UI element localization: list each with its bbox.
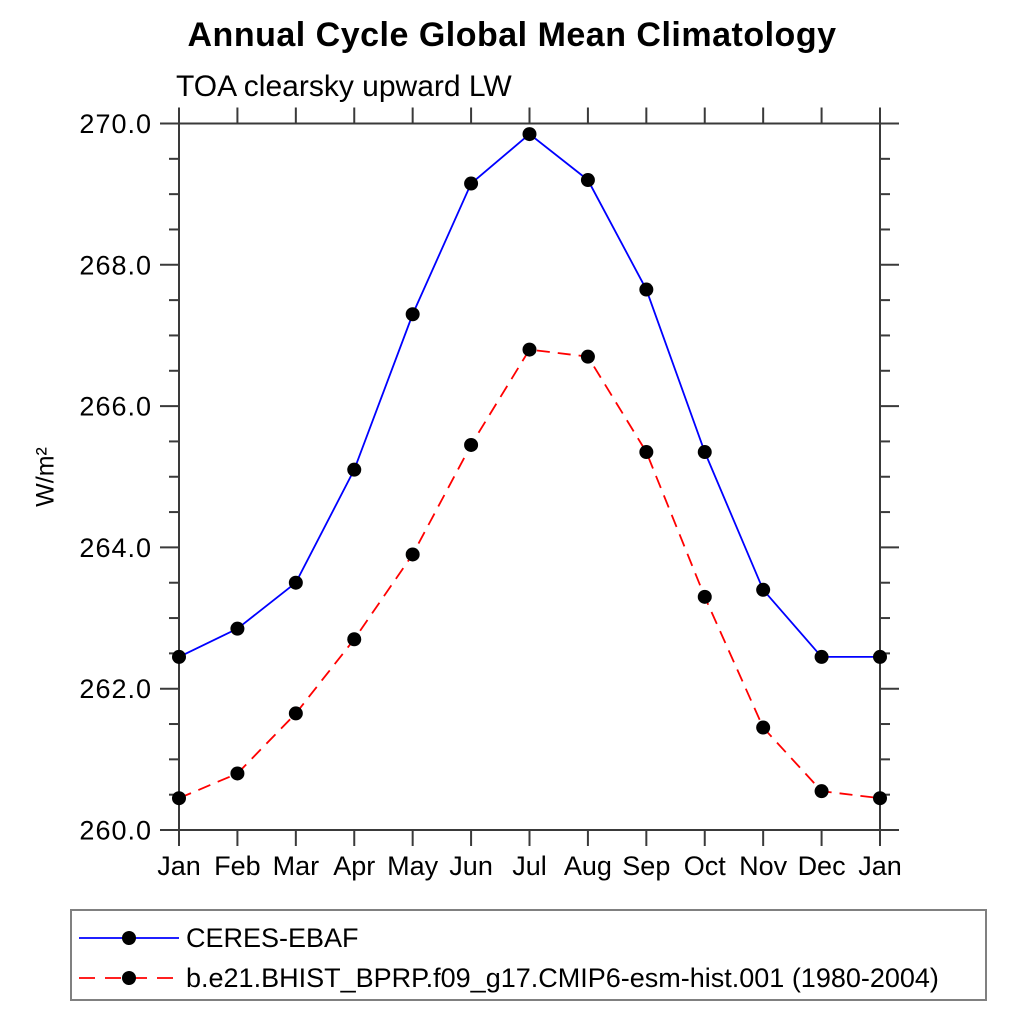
data-point-marker — [347, 632, 362, 647]
data-point-marker — [873, 649, 887, 664]
data-point-marker — [405, 547, 420, 562]
x-tick-label: Jun — [449, 851, 493, 881]
data-point-marker — [230, 766, 245, 781]
data-point-marker — [580, 173, 595, 188]
data-point-marker — [756, 582, 771, 597]
data-point-marker — [697, 445, 712, 460]
y-tick-label: 268.0 — [79, 250, 152, 280]
data-point-marker — [172, 649, 186, 664]
data-point-marker — [873, 791, 887, 806]
legend-label-model: b.e21.BHIST_BPRP.f09_g17.CMIP6-esm-hist.… — [186, 962, 939, 993]
x-tick-label: Apr — [333, 851, 375, 881]
data-point-marker — [405, 307, 420, 322]
data-point-marker — [172, 791, 186, 806]
legend-line-sample-dashed-icon — [79, 971, 179, 985]
x-tick-label: Jul — [512, 851, 547, 881]
data-point-marker — [756, 720, 771, 735]
data-point-marker — [814, 784, 829, 799]
y-tick-label: 262.0 — [79, 674, 152, 704]
x-tick-label: Sep — [622, 851, 670, 881]
legend-line-sample-solid-icon — [79, 931, 179, 945]
data-point-marker — [697, 589, 712, 604]
data-point-marker — [288, 706, 303, 721]
x-tick-label: Oct — [684, 851, 727, 881]
x-tick-label: Jan — [858, 851, 902, 881]
y-tick-label: 266.0 — [79, 392, 152, 422]
x-tick-label: May — [387, 851, 439, 881]
y-axis: 260.0 262.0 264.0 266.0 268.0 270.0 — [79, 109, 899, 846]
data-point-marker — [639, 282, 654, 297]
legend-label-ceres: CERES-EBAF — [186, 922, 359, 953]
y-tick-label: 260.0 — [79, 816, 152, 846]
x-tick-label: Feb — [214, 851, 261, 881]
data-point-marker — [464, 437, 479, 452]
data-point-marker — [347, 462, 362, 477]
x-tick-label: Jan — [157, 851, 201, 881]
x-axis: Jan Feb Mar Apr May Jun Jul Aug Sep Oct Nov Dec Jan — [157, 107, 902, 881]
y-tick-label: 270.0 — [79, 109, 152, 139]
x-tick-label: Dec — [798, 851, 846, 881]
legend: CERES-EBAF b.e21.BHIST_BPRP.f09_g17.CMIP… — [70, 909, 987, 1001]
chart-subtitle: TOA clearsky upward LW — [176, 70, 512, 103]
legend-item-model: b.e21.BHIST_BPRP.f09_g17.CMIP6-esm-hist.… — [76, 963, 939, 993]
x-tick-label: Nov — [739, 851, 788, 881]
legend-item-ceres: CERES-EBAF — [76, 923, 359, 953]
data-point-marker — [522, 342, 537, 357]
series-ceres-ebaf — [172, 127, 887, 664]
x-tick-label: Aug — [564, 851, 612, 881]
series-model — [172, 342, 887, 806]
axes-frame — [178, 122, 881, 831]
data-point-marker — [288, 575, 303, 590]
x-tick-label: Mar — [273, 851, 320, 881]
data-point-marker — [814, 649, 829, 664]
chart-title: Annual Cycle Global Mean Climatology — [187, 16, 837, 54]
data-point-marker — [639, 445, 654, 460]
y-tick-label: 264.0 — [79, 533, 152, 563]
data-point-marker — [230, 621, 245, 636]
data-point-marker — [464, 176, 479, 191]
data-point-marker — [522, 127, 537, 142]
data-point-marker — [580, 349, 595, 364]
